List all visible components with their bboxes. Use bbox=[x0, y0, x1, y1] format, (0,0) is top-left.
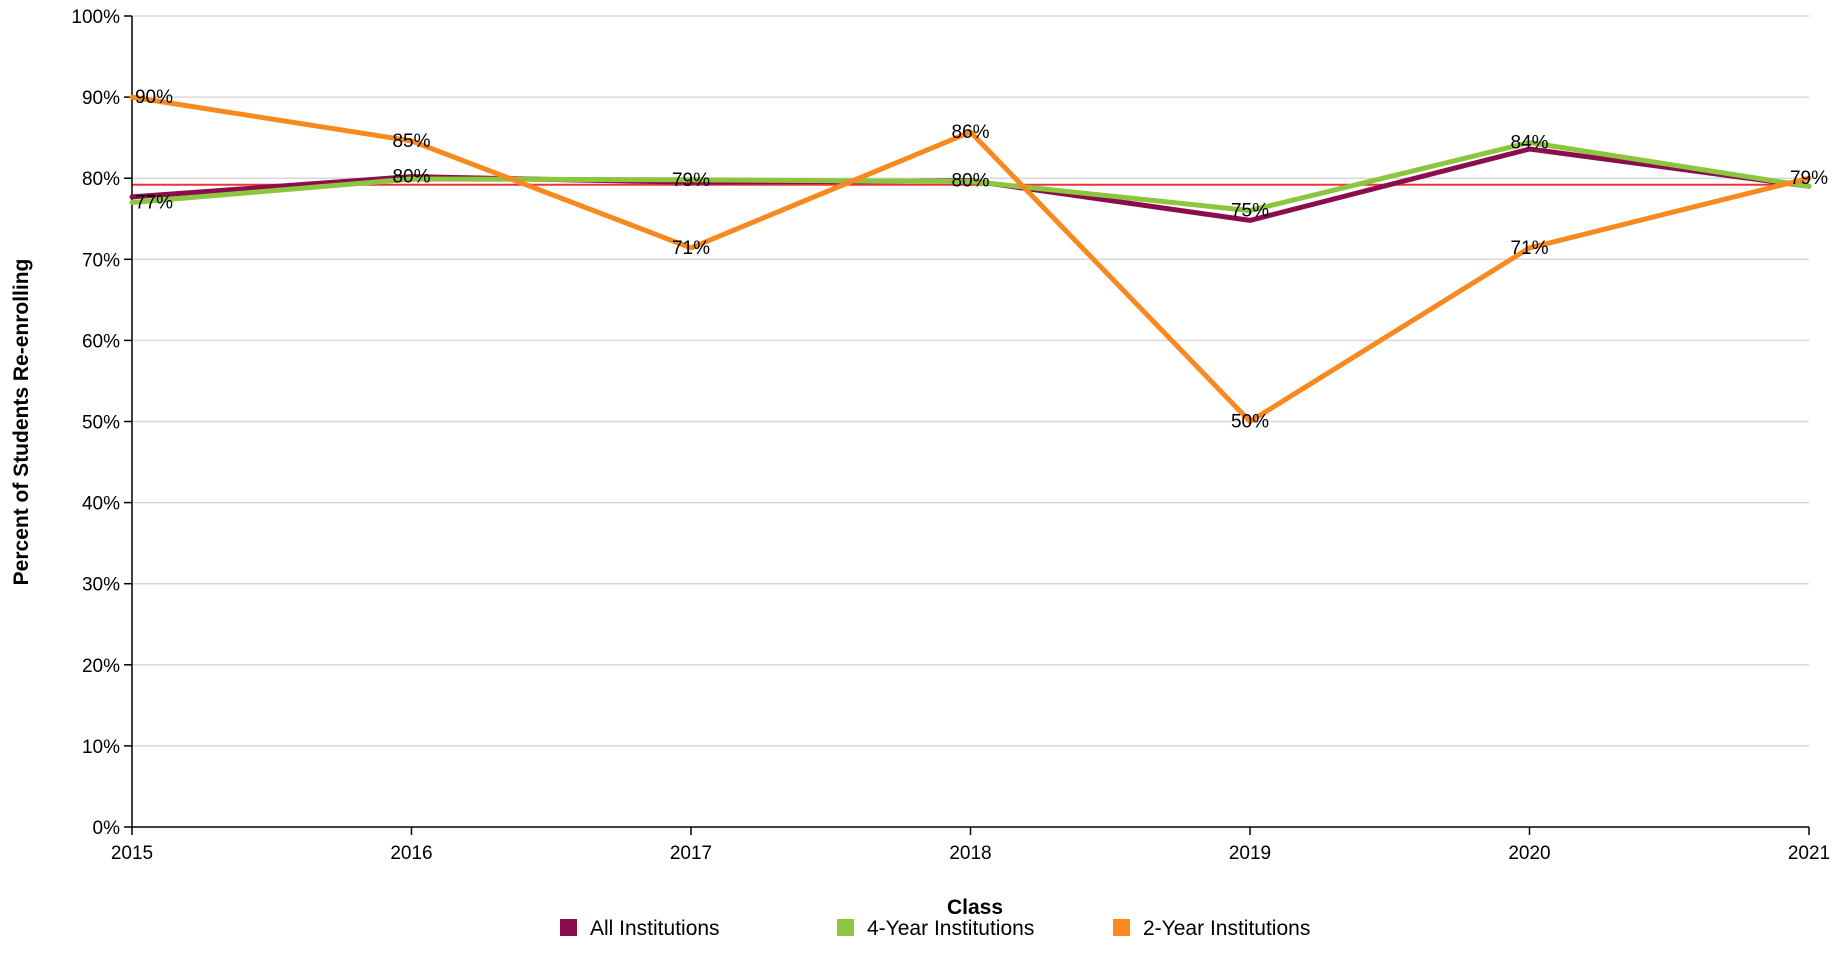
series-line-4-year-institutions bbox=[129, 140, 1812, 214]
x-tick-label: 2015 bbox=[111, 843, 153, 864]
axes bbox=[124, 15, 1810, 835]
data-label: 75% bbox=[1231, 201, 1269, 222]
legend: All Institutions 4-Year Institutions 2-Yea… bbox=[560, 917, 1310, 940]
y-tick-label: 50% bbox=[82, 413, 120, 434]
data-label: 79% bbox=[1790, 168, 1828, 189]
data-label: 80% bbox=[951, 171, 989, 192]
legend-label: 4-Year Institutions bbox=[867, 917, 1034, 940]
y-tick-label: 0% bbox=[93, 818, 121, 839]
y-tick-label: 90% bbox=[82, 88, 120, 109]
data-label: 90% bbox=[135, 87, 173, 108]
legend-label: All Institutions bbox=[590, 917, 720, 940]
y-tick-label: 70% bbox=[82, 250, 120, 271]
x-tick-label: 2017 bbox=[670, 843, 712, 864]
legend-label: 2-Year Institutions bbox=[1143, 917, 1310, 940]
data-label: 86% bbox=[951, 122, 989, 143]
gridlines bbox=[132, 15, 1809, 747]
y-tick-label: 20% bbox=[82, 656, 120, 677]
x-tick-labels: 2015 2016 2017 2018 2019 2020 2021 bbox=[111, 843, 1830, 864]
y-tick-label: 80% bbox=[82, 169, 120, 190]
data-label: 84% bbox=[1510, 133, 1548, 154]
x-tick-label: 2019 bbox=[1229, 843, 1271, 864]
data-label: 71% bbox=[672, 238, 710, 259]
data-labels: 80% 80% 77% 79% 75% 84% 90% 85% 71% 86% 50% 71% 79% bbox=[135, 87, 1828, 432]
y-tick-label: 40% bbox=[82, 494, 120, 515]
data-label: 79% bbox=[672, 170, 710, 191]
x-tick-label: 2018 bbox=[949, 843, 991, 864]
y-axis-label: Percent of Students Re-enrolling bbox=[10, 259, 33, 586]
data-label: 85% bbox=[392, 131, 430, 152]
series-line-2-year-institutions bbox=[129, 94, 1812, 424]
legend-swatch bbox=[1113, 919, 1130, 936]
data-label: 77% bbox=[135, 193, 173, 214]
x-tick-label: 2020 bbox=[1508, 843, 1550, 864]
x-tick-label: 2016 bbox=[390, 843, 432, 864]
data-label: 50% bbox=[1231, 412, 1269, 433]
data-label: 80% bbox=[392, 167, 430, 188]
legend-swatch bbox=[560, 919, 577, 936]
y-tick-labels: 0% 10% 20% 30% 40% 50% 60% 70% 80% 90% 100% bbox=[71, 7, 120, 839]
series-lines bbox=[129, 94, 1812, 424]
y-tick-label: 10% bbox=[82, 737, 120, 758]
y-tick-label: 30% bbox=[82, 575, 120, 596]
x-tick-label: 2021 bbox=[1788, 843, 1830, 864]
legend-swatch bbox=[837, 919, 854, 936]
data-label: 71% bbox=[1510, 238, 1548, 259]
y-tick-label: 100% bbox=[71, 7, 120, 28]
y-tick-label: 60% bbox=[82, 331, 120, 352]
x-axis-label: Class bbox=[947, 896, 1003, 919]
